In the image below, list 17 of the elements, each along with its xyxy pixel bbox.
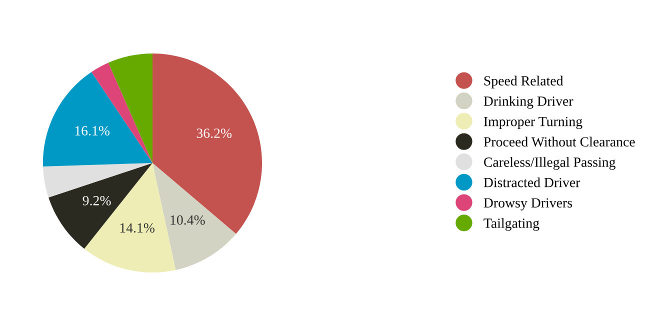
data-label: 9.2% (82, 196, 111, 206)
legend-label: Drowsy Drivers (484, 198, 572, 210)
data-label: 10.4% (170, 215, 205, 225)
legend-label: Speed Related (484, 76, 564, 88)
pie-slice (42, 72, 152, 166)
data-label: 36.2% (196, 128, 232, 138)
data-label: 14.1% (120, 223, 155, 233)
legend-label: Careless/Illegal Passing (484, 157, 616, 170)
legend-label: Drinking Driver (484, 96, 574, 109)
pie-slice (48, 163, 152, 249)
legend-label: Tailgating (484, 218, 540, 231)
pie-slice (108, 53, 152, 163)
legend-label: Proceed Without Clearance (484, 136, 635, 147)
data-label: 16.1% (75, 126, 110, 136)
legend-label: Improper Turning (484, 116, 582, 130)
pie-slice (43, 163, 152, 198)
legend-label: Distracted Driver (484, 177, 580, 188)
